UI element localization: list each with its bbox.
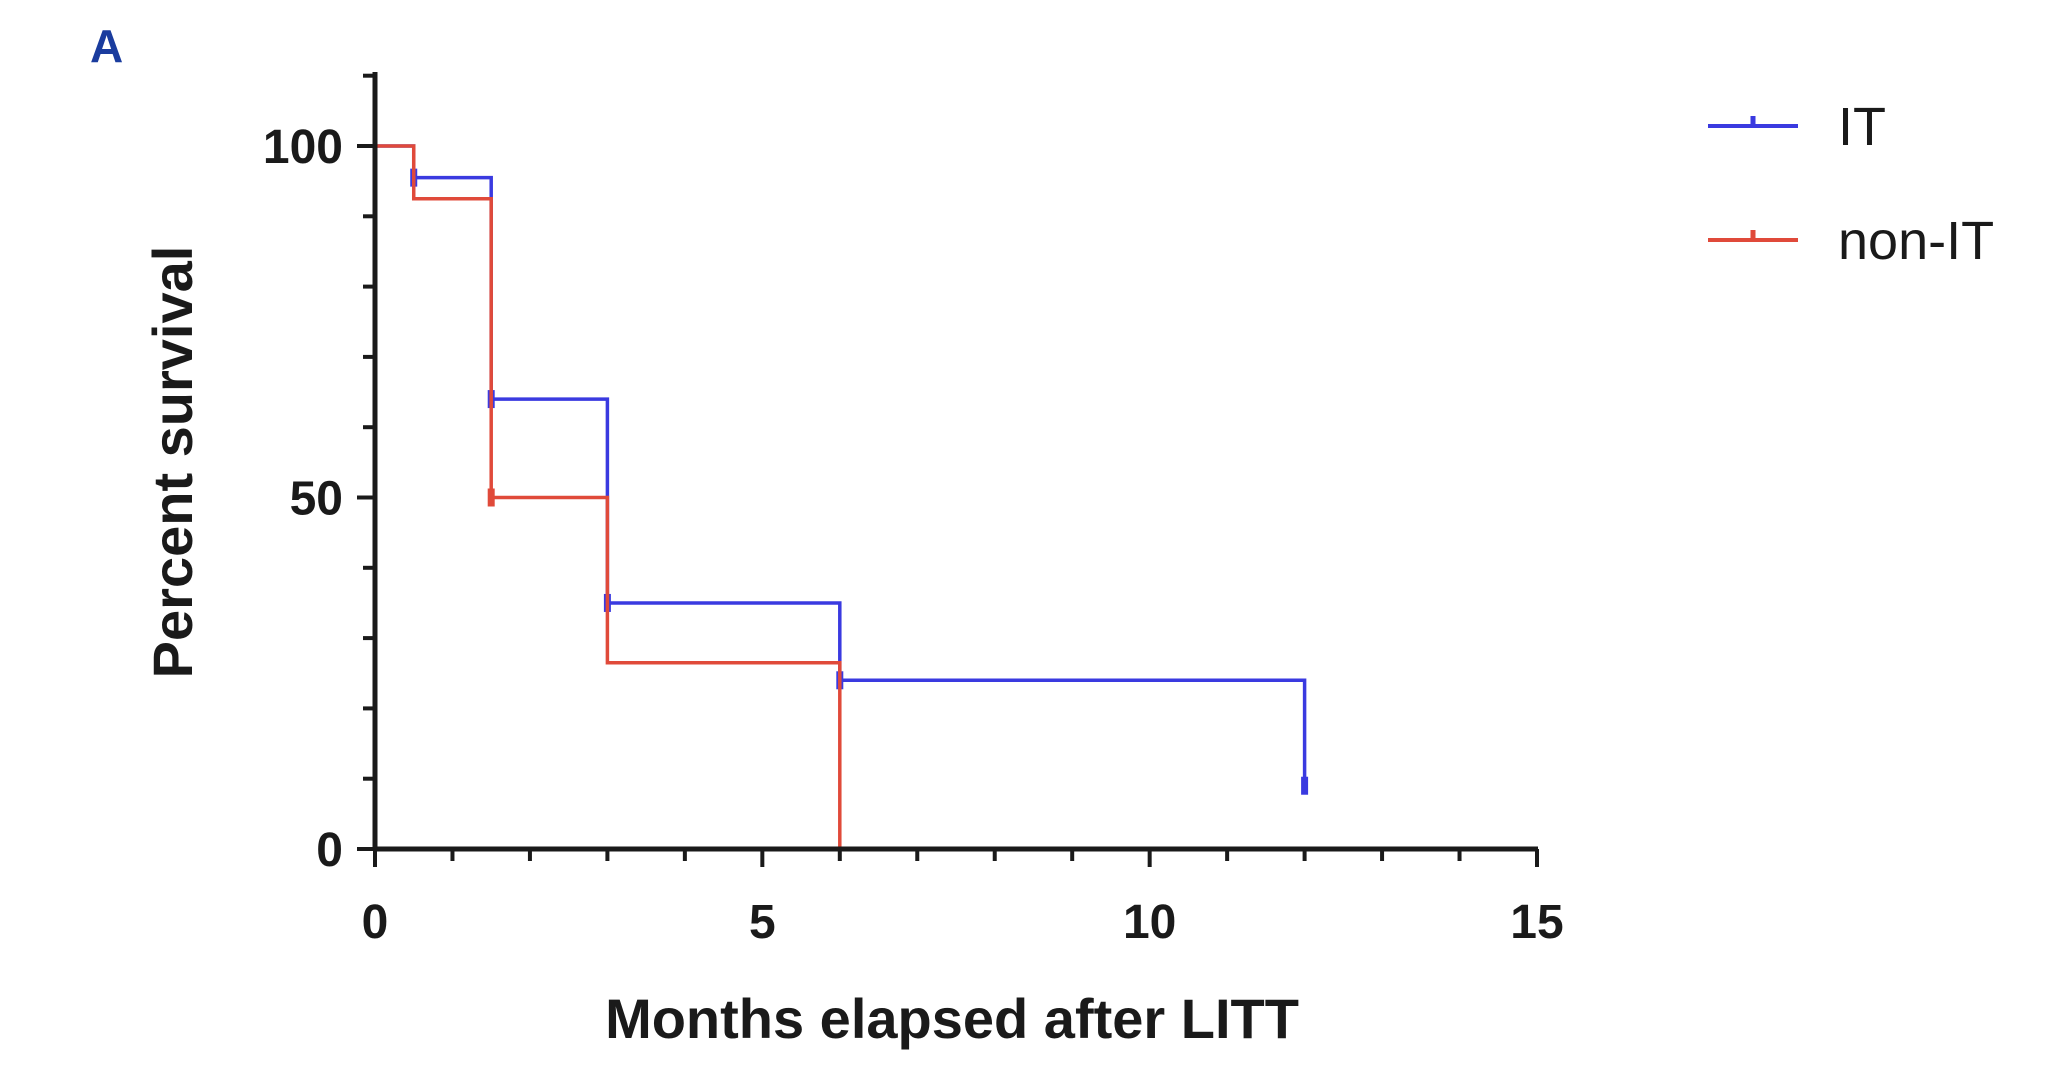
panel-label: A	[90, 20, 123, 72]
y-axis-title: Percent survival	[141, 246, 204, 679]
x-tick-label: 5	[749, 896, 776, 949]
y-axis-ticks: 0 50 100	[263, 73, 375, 877]
series-line-1	[375, 144, 842, 849]
y-tick-label: 0	[316, 824, 343, 877]
x-tick-label: 0	[362, 896, 389, 949]
x-axis-title: Months elapsed after LITT	[605, 987, 1299, 1050]
legend-label: IT	[1838, 97, 1886, 157]
legend: IT non-IT	[1708, 97, 1994, 271]
x-axis-ticks: 0 5 10 15	[362, 849, 1564, 949]
y-tick-label: 100	[263, 121, 343, 174]
legend-label: non-IT	[1838, 211, 1994, 271]
x-tick-label: 15	[1510, 896, 1563, 949]
x-tick-label: 10	[1123, 896, 1176, 949]
y-tick-label: 50	[290, 473, 343, 526]
series-layer	[375, 144, 1309, 849]
